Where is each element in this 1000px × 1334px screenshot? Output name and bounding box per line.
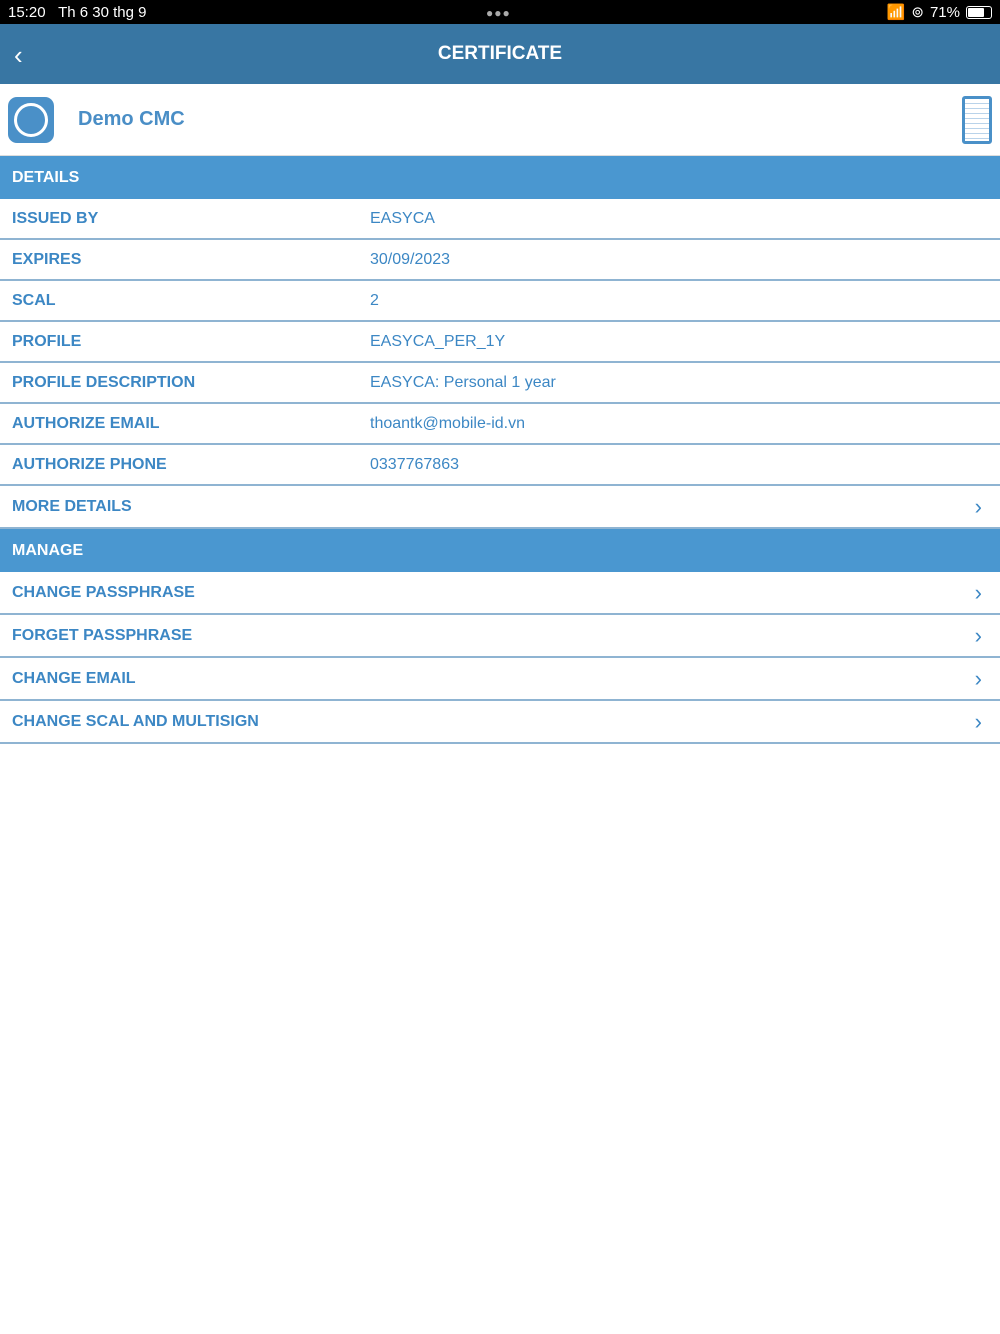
detail-label: PROFILE xyxy=(12,332,82,350)
manage-item-label: CHANGE EMAIL xyxy=(12,669,136,687)
chevron-right-icon: › xyxy=(974,708,982,734)
detail-row: SCAL 2 xyxy=(0,281,1000,322)
detail-row: AUTHORIZE PHONE 0337767863 xyxy=(0,445,1000,486)
detail-value: 30/09/2023 xyxy=(370,250,451,268)
detail-value: EASYCA: Personal 1 year xyxy=(370,373,556,391)
detail-label: PROFILE DESCRIPTION xyxy=(12,373,196,391)
chevron-right-icon: › xyxy=(974,665,982,691)
more-details-button[interactable]: MORE DETAILS › xyxy=(0,486,1000,529)
wifi-icon: 📶 xyxy=(886,4,906,21)
manage-item-label: FORGET PASSPHRASE xyxy=(12,626,193,644)
tablet-icon[interactable] xyxy=(962,95,992,144)
detail-row: EXPIRES 30/09/2023 xyxy=(0,240,1000,281)
detail-value: 0337767863 xyxy=(370,455,459,473)
chevron-right-icon: › xyxy=(974,622,982,648)
manage-section-header: MANAGE xyxy=(0,529,1000,572)
time: 15:20 xyxy=(8,3,46,21)
manage-item[interactable]: FORGET PASSPHRASE › xyxy=(0,615,1000,658)
detail-value: 2 xyxy=(370,291,379,309)
detail-row: PROFILE DESCRIPTION EASYCA: Personal 1 ye… xyxy=(0,363,1000,404)
chevron-right-icon: › xyxy=(974,579,982,605)
manage-item[interactable]: CHANGE PASSPHRASE › xyxy=(0,572,1000,615)
manage-item[interactable]: CHANGE EMAIL › xyxy=(0,658,1000,701)
battery-icon xyxy=(966,5,992,19)
battery-percent: 71% xyxy=(929,3,960,21)
detail-row: PROFILE EASYCA_PER_1Y xyxy=(0,322,1000,363)
nav-bar: ‹ CERTIFICATE xyxy=(0,24,1000,84)
back-button[interactable]: ‹ xyxy=(14,40,23,70)
detail-label: SCAL xyxy=(12,291,56,309)
detail-value: EASYCA_PER_1Y xyxy=(370,332,506,350)
detail-value: EASYCA xyxy=(370,209,435,227)
certificate-name: Demo CMC xyxy=(78,108,185,130)
date: Th 6 30 thg 9 xyxy=(58,3,147,21)
detail-value: thoantk@mobile-id.vn xyxy=(370,414,525,432)
multitasking-dots-icon[interactable]: ●●● xyxy=(486,6,511,20)
detail-row: ISSUED BY EASYCA xyxy=(0,199,1000,240)
rotation-lock-icon: ⊚ xyxy=(911,4,924,21)
details-section-header: DETAILS xyxy=(0,156,1000,199)
manage-item[interactable]: CHANGE SCAL AND MULTISIGN › xyxy=(0,701,1000,744)
detail-row: AUTHORIZE EMAIL thoantk@mobile-id.vn xyxy=(0,404,1000,445)
manage-item-label: CHANGE PASSPHRASE xyxy=(12,583,195,601)
detail-label: ISSUED BY xyxy=(12,209,99,227)
manage-item-label: CHANGE SCAL AND MULTISIGN xyxy=(12,712,259,730)
app-logo-icon xyxy=(8,96,54,143)
detail-label: AUTHORIZE EMAIL xyxy=(12,414,160,432)
page-title: CERTIFICATE xyxy=(437,43,563,64)
certificate-header: Demo CMC xyxy=(0,84,1000,156)
status-bar: 15:20 Th 6 30 thg 9 ●●● 📶 ⊚ 71% xyxy=(0,0,1000,24)
more-details-label: MORE DETAILS xyxy=(12,497,132,515)
detail-label: EXPIRES xyxy=(12,250,82,268)
detail-label: AUTHORIZE PHONE xyxy=(12,455,167,473)
chevron-right-icon: › xyxy=(974,493,982,519)
